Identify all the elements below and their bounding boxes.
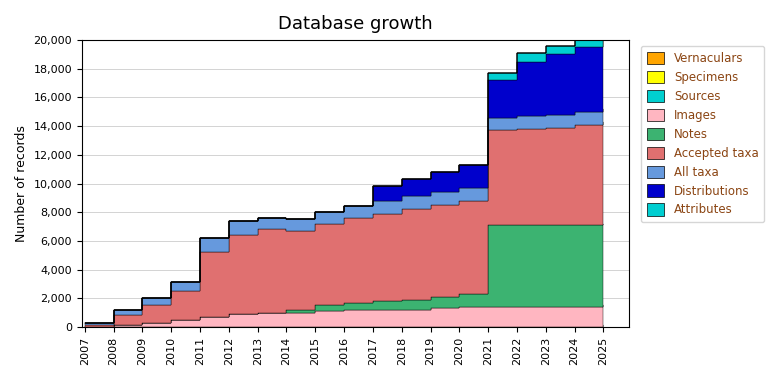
- Title: Database growth: Database growth: [278, 15, 433, 33]
- Legend: Vernaculars, Specimens, Sources, Images, Notes, Accepted taxa, All taxa, Distrib: Vernaculars, Specimens, Sources, Images,…: [640, 46, 764, 222]
- Y-axis label: Number of records: Number of records: [15, 125, 28, 242]
